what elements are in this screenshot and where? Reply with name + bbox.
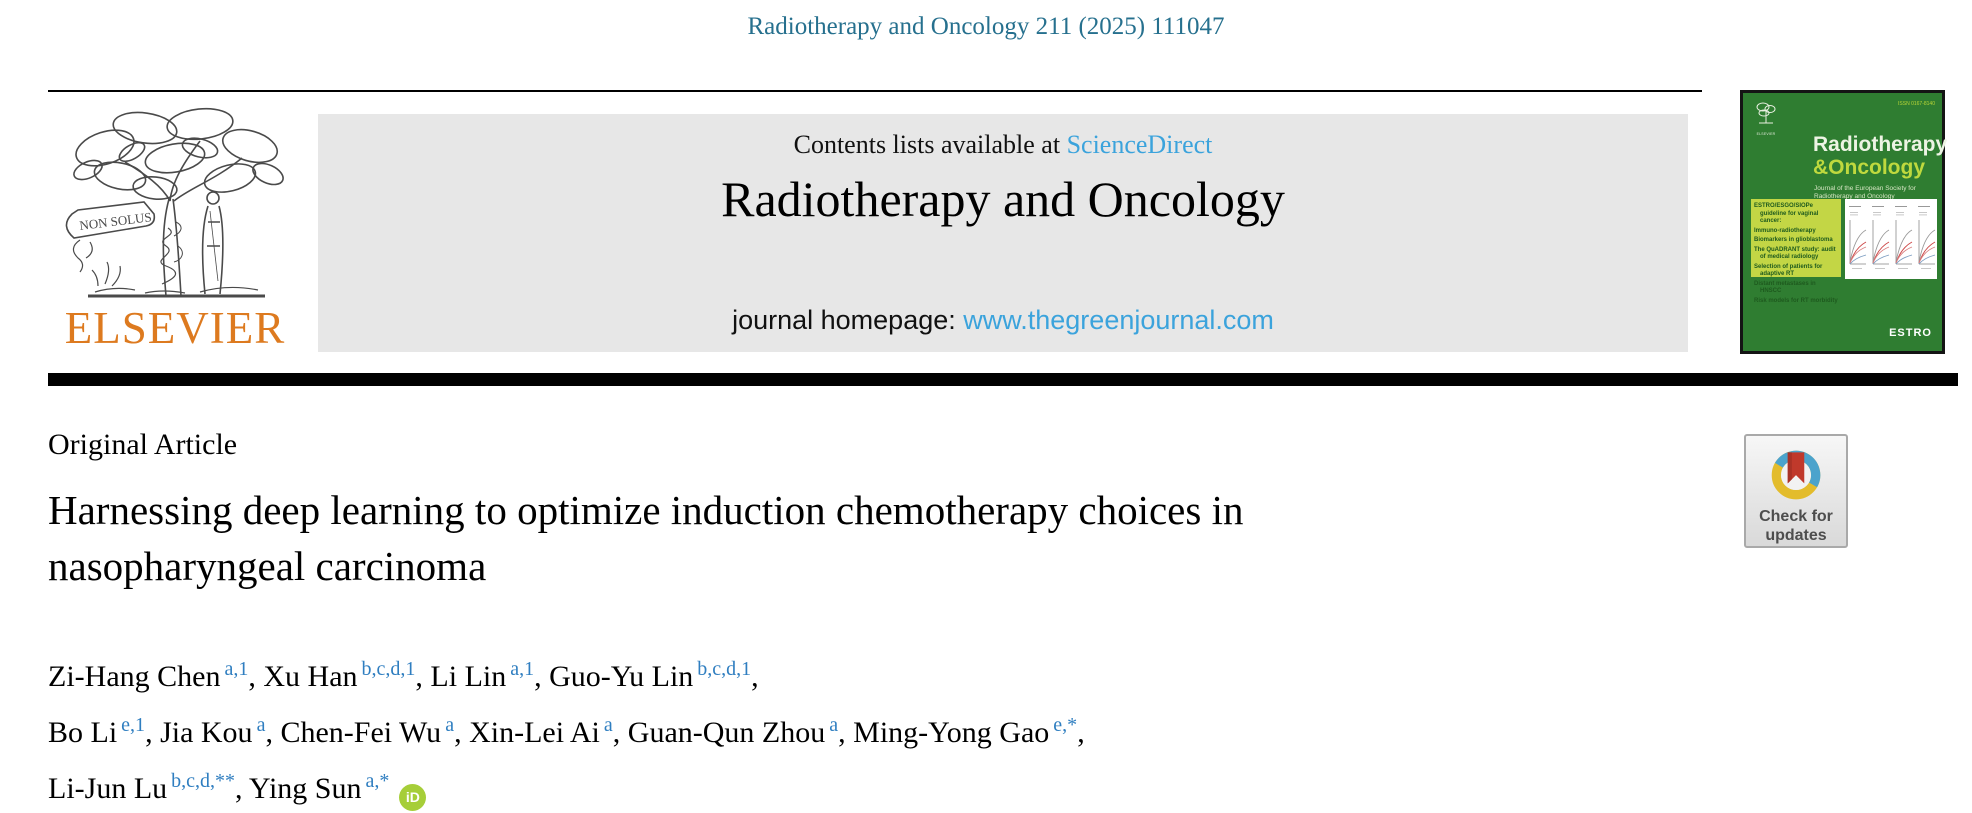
check-for-updates-badge[interactable]: Check for updates [1744,434,1848,548]
cover-title-line2: &Oncology [1813,156,1926,179]
sciencedirect-link[interactable]: ScienceDirect [1066,130,1213,159]
cover-toc-panel: ESTRO/ESGO/SIOPe guideline for vaginal c… [1751,199,1841,304]
author-name: , Guo-Yu Lin [534,660,694,693]
homepage-prefix: journal homepage: [732,305,964,335]
author-name: , Xin-Lei Ai [454,716,600,749]
author-line: Bo Li e,1, Jia Kou a, Chen-Fei Wu a, Xin-Le… [48,701,1698,757]
author-name: , Ying Sun [235,772,362,805]
author-affiliation-marker: b,c,d,1 [697,658,752,680]
journal-cover-thumbnail: ELSEVIER ISSN 0167-8140 Radiotherapy &On… [1740,90,1947,354]
cover-charts-panel [1845,199,1937,279]
author-name: , Ming-Yong Gao [838,716,1050,749]
cover-elsevier-wordmark: ELSEVIER [1756,132,1776,136]
elsevier-wordmark: ELSEVIER [64,303,286,353]
article-title: Harnessing deep learning to optimize ind… [48,482,1748,594]
cover-mini-chart [1869,200,1891,276]
cover-toc-item: Immuno-radiotherapy [1754,227,1816,234]
cover-issn: ISSN 0167-8140 [1898,101,1935,107]
author-affiliation-marker: a,* [365,770,390,792]
orcid-icon[interactable]: iD [399,784,427,811]
cover-mini-chart [1846,200,1868,276]
author-list: Zi-Hang Chen a,1, Xu Han b,c,d,1, Li Lin a,… [48,645,1698,813]
cover-tree-icon [1756,102,1776,124]
cover-journal-title: Radiotherapy &Oncology [1813,133,1947,179]
author-name: , Jia Kou [145,716,253,749]
cover-toc-item: ESTRO/ESGO/SIOPe guideline for vaginal c… [1754,203,1819,224]
author-name: , Guan-Qun Zhou [612,716,826,749]
author-affiliation-marker: b,c,d,** [171,770,236,792]
contents-prefix: Contents lists available at [793,130,1067,159]
journal-banner: Contents lists available at ScienceDirec… [318,114,1688,352]
author-line: Zi-Hang Chen a,1, Xu Han b,c,d,1, Li Lin a,… [48,645,1698,701]
author-affiliation-marker: a [445,714,455,736]
article-title-line2: nasopharyngeal carcinoma [48,543,487,589]
author-affiliation-marker: e,1 [121,714,146,736]
cover-elsevier-logo: ELSEVIER [1753,101,1779,136]
journal-title: Radiotherapy and Oncology [721,171,1285,227]
author-name: , Li Lin [415,660,507,693]
author-name: , [1077,716,1085,749]
elsevier-tree-icon: NON SOLUS [65,107,284,298]
cover-toc-item: Risk models for RT morbidity [1754,297,1838,304]
author-line: Li-Jun Lu b,c,d,**, Ying Sun a,* iD [48,757,1698,813]
cover-subtitle: Journal of the European Society for Radi… [1814,185,1916,200]
cover-estro-logo: ESTRO [1889,327,1932,339]
cover-toc-item: The QuADRANT study: audit of medical rad… [1754,246,1836,261]
check-for-updates-icon [1771,450,1821,500]
author-name: Li-Jun Lu [48,772,168,805]
article-divider-bar [48,373,1958,386]
check-for-updates-label: Check for updates [1759,508,1833,544]
cover-toc-item: Selection of patients for adaptive RT [1754,263,1823,278]
author-affiliation-marker: b,c,d,1 [361,658,416,680]
author-affiliation-marker: e,* [1053,714,1078,736]
cover-toc-item: Biomarkers in glioblastoma [1754,237,1833,243]
author-affiliation-marker: a,1 [510,658,535,680]
homepage-line: journal homepage: www.thegreenjournal.co… [318,305,1688,336]
author-name: , Xu Han [248,660,358,693]
author-name: , Chen-Fei Wu [265,716,442,749]
header-top-rule [48,90,1702,92]
author-affiliation-marker: a,1 [224,658,249,680]
journal-citation: Radiotherapy and Oncology 211 (2025) 111… [747,13,1225,40]
author-name: Bo Li [48,716,118,749]
author-affiliation-marker: a [603,714,613,736]
cover-mini-chart [1892,200,1914,276]
cover-mini-chart [1915,200,1937,276]
cover-title-line1: Radiotherapy [1813,133,1948,156]
cover-toc-item: Distant metastases in HNSCC [1754,280,1816,295]
author-affiliation-marker: a [256,714,266,736]
contents-line: Contents lists available at ScienceDirec… [318,130,1688,160]
author-name: Zi-Hang Chen [48,660,221,693]
article-title-line1: Harnessing deep learning to optimize ind… [48,487,1244,533]
author-name: , [751,660,759,693]
journal-homepage-link[interactable]: www.thegreenjournal.com [963,305,1274,335]
elsevier-logo: NON SOLUS ELSEVIER [42,96,308,354]
article-type-label: Original Article [48,428,238,461]
author-affiliation-marker: a [829,714,839,736]
